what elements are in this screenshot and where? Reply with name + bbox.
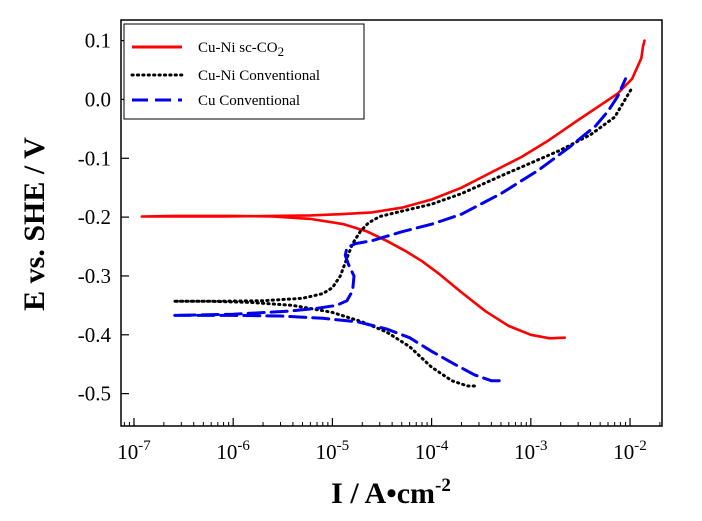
x-tick-label: 10-4: [415, 438, 449, 464]
y-tick-label: -0.3: [78, 264, 111, 288]
legend-label-cu-ni-sc-co2: Cu-Ni sc-CO2: [198, 40, 284, 59]
legend-label-cu-ni-sc-co2-sub: 2: [278, 44, 285, 59]
legend: Cu-Ni sc-CO2 Cu-Ni Conventional Cu Conve…: [123, 23, 365, 120]
x-tick-label: 10-2: [613, 438, 647, 464]
y-tick-label: -0.2: [78, 205, 111, 229]
x-tick-label: 10-3: [514, 438, 548, 464]
y-axis-title: E vs. SHE / V: [18, 137, 51, 311]
x-axis-title-exponent: -2: [435, 475, 451, 496]
y-tick-label: -0.1: [78, 146, 111, 170]
legend-box: [123, 23, 365, 120]
plot-frame: [120, 19, 663, 427]
legend-label-cu-ni-conventional: Cu-Ni Conventional: [198, 68, 320, 84]
x-axis-title: I / A•cm-2: [331, 475, 451, 510]
y-tick-label: 0.1: [85, 29, 111, 53]
x-tick-label: 10-6: [216, 438, 250, 464]
y-tick-label: -0.5: [78, 382, 111, 406]
y-tick-label: -0.4: [78, 323, 112, 347]
legend-label-cu-conventional: Cu Conventional: [198, 93, 300, 109]
series-layer: [140, 39, 646, 388]
legend-label-cu-ni-sc-co2-base: Cu-Ni sc-CO: [198, 40, 278, 56]
series-line-cu-ni-sc-co2: [140, 39, 646, 340]
x-tick-label: 10-5: [316, 438, 350, 464]
series-line-cu-ni-conventional: [172, 86, 634, 388]
x-tick-label: 10-7: [117, 438, 151, 464]
series-line-cu-conventional: [172, 77, 627, 383]
x-axis-title-base: I / A•cm: [331, 477, 435, 510]
ticks-layer: 10-7 10-6 10-5 10-4 10-3 10-2 0.1 0.0 -0.1 -0.2 -0…: [78, 29, 661, 464]
y-tick-label: 0.0: [85, 87, 111, 111]
